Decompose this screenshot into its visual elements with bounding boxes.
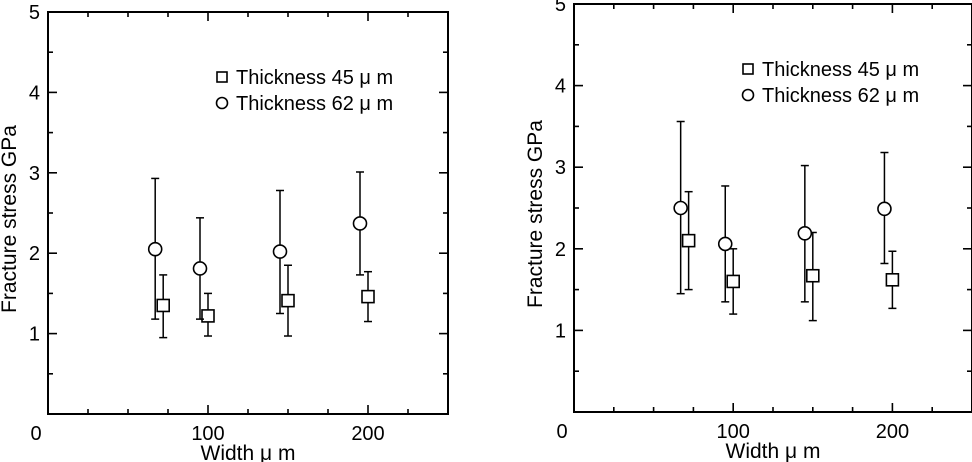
ticks-right	[573, 3, 972, 413]
x-tick-label: 100	[191, 423, 224, 445]
data-point-square	[681, 233, 696, 248]
data-point-circle	[877, 201, 892, 217]
legend-circle-marker-right	[741, 88, 755, 102]
data-point-square	[156, 298, 170, 313]
data-point-square	[885, 273, 900, 287]
legend-right: Thickness 45 μ m Thickness 62 μ m	[741, 59, 919, 107]
y-tick-label: 4	[555, 76, 566, 98]
legend-square-marker-right	[742, 63, 754, 75]
data-point-circle	[272, 244, 288, 259]
marks-right	[673, 120, 900, 322]
data-point-circle	[352, 216, 368, 231]
x-axis-title-left: Width μ m	[201, 442, 296, 462]
legend-label-62-left: Thickness 62 μ m	[236, 93, 393, 115]
chart-right: 0 100 200 1 2 3 4 5 Width μ m Fracture stress G…	[524, 0, 972, 462]
data-point-circle	[192, 261, 208, 276]
data-point-circle	[147, 241, 163, 257]
legend-left: Thickness 45 μ m Thickness 62 μ m	[215, 67, 393, 115]
legend-square-marker-left	[216, 71, 228, 83]
data-point-circle	[797, 225, 813, 241]
chart-left: 0 100 200 1 2 3 4 5 Width μ m Fracture stress G…	[0, 2, 449, 462]
x-tick-label: 100	[717, 421, 750, 443]
ticks-left	[47, 11, 449, 415]
tick-labels-right: 0 100 200 1 2 3 4 5	[555, 0, 909, 443]
data-point-circle	[717, 236, 733, 252]
x-tick-label: 0	[30, 423, 41, 445]
x-axis-title-right: Width μ m	[726, 440, 821, 462]
y-tick-label: 1	[555, 320, 566, 342]
y-axis-title-left: Fracture stress GPa	[0, 125, 21, 313]
legend-label-62-right: Thickness 62 μ m	[762, 85, 919, 107]
y-axis-title-right: Fracture stress GPa	[524, 120, 547, 308]
y-tick-label: 3	[555, 157, 566, 179]
data-point-square	[281, 293, 295, 308]
data-point-circle	[673, 200, 688, 216]
marks-left	[147, 171, 375, 339]
data-point-square	[805, 268, 820, 283]
x-tick-label: 200	[876, 421, 909, 443]
y-tick-label: 2	[555, 239, 566, 261]
y-tick-label: 1	[29, 324, 40, 346]
y-tick-label: 2	[29, 243, 40, 265]
data-point-square	[726, 274, 741, 289]
y-tick-label: 5	[29, 2, 40, 24]
legend-circle-marker-left	[215, 96, 229, 110]
x-tick-label: 200	[351, 423, 384, 445]
y-tick-label: 5	[555, 0, 566, 16]
x-tick-label: 0	[556, 421, 567, 443]
y-tick-label: 4	[29, 82, 40, 104]
data-point-square	[361, 289, 375, 304]
legend-label-45-left: Thickness 45 μ m	[236, 67, 393, 89]
legend-label-45-right: Thickness 45 μ m	[762, 59, 919, 81]
tick-labels-left: 0 100 200 1 2 3 4 5	[29, 2, 385, 445]
y-tick-label: 3	[29, 163, 40, 185]
data-point-square	[201, 309, 215, 323]
